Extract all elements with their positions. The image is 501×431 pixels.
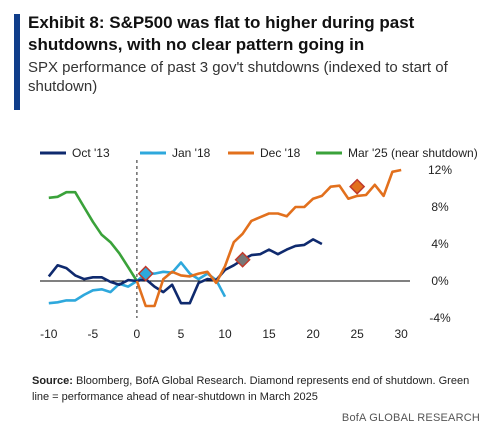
title-accent-bar [14, 14, 20, 110]
source-text: Bloomberg, BofA Global Research. Diamond… [32, 375, 470, 403]
legend-item-mar-25-near-shutdown: Mar '25 (near shutdown) [316, 146, 478, 160]
legend-label: Jan '18 [172, 146, 211, 160]
series-line-mar-25-near-shutdown [48, 190, 138, 282]
end-marker-jan-18 [137, 265, 154, 282]
y-tick-label: 4% [431, 237, 449, 251]
x-tick-label: 5 [178, 327, 185, 341]
y-tick-label: 0% [431, 274, 449, 288]
series-line-dec-18 [135, 168, 402, 308]
source-label: Source: [32, 375, 73, 387]
x-tick-label: 15 [262, 327, 276, 341]
legend-label: Oct '13 [72, 146, 110, 160]
y-tick-label: 12% [428, 163, 452, 177]
x-tick-label: -10 [40, 327, 58, 341]
chart-subtitle: SPX performance of past 3 gov't shutdown… [28, 59, 448, 95]
chart-legend: Oct '13 Jan '18 Dec '18 Mar '25 (near shutd… [40, 146, 478, 160]
chart-axes: -10 -5 0 5 10 15 20 25 30 -4% 0% 4% 8% 12% [40, 160, 452, 341]
x-tick-label: -5 [88, 327, 99, 341]
legend-label: Mar '25 (near shutdown) [348, 146, 478, 160]
x-tick-label: 30 [395, 327, 409, 341]
x-tick-label: 20 [306, 327, 320, 341]
x-tick-label: 25 [350, 327, 364, 341]
legend-item-dec-18: Dec '18 [228, 146, 301, 160]
end-marker-dec-18 [349, 178, 366, 195]
x-tick-label: 10 [218, 327, 232, 341]
y-tick-label: 8% [431, 200, 449, 214]
legend-label: Dec '18 [260, 146, 301, 160]
chart-title: Exhibit 8: S&P500 was flat to higher dur… [28, 13, 415, 54]
chart-series [47, 168, 402, 308]
x-tick-label: 0 [134, 327, 141, 341]
y-tick-label: -4% [429, 311, 451, 325]
end-marker-oct-13 [234, 251, 251, 268]
series-line-oct-13 [47, 238, 323, 305]
source-note: Source: Bloomberg, BofA Global Research.… [32, 373, 482, 405]
brand-footer: BofA GLOBAL RESEARCH [341, 412, 480, 424]
legend-item-oct-13: Oct '13 [40, 146, 110, 160]
legend-item-jan-18: Jan '18 [140, 146, 211, 160]
chart-end-markers [137, 178, 366, 282]
